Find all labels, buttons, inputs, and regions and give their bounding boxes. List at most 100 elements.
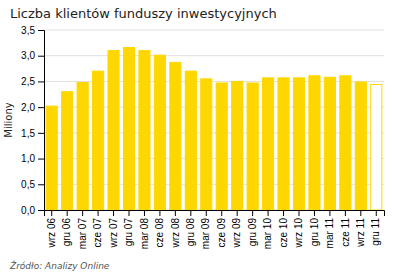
tick-label: mar 07 [77, 218, 88, 250]
tick: mar 07 [77, 210, 88, 249]
tick-mark [38, 159, 44, 160]
bar [170, 62, 181, 210]
tick-mark [345, 210, 346, 216]
chart: Liczba klientów funduszy inwestycyjnych 0… [0, 0, 394, 274]
tick-label: 1,5 [21, 128, 35, 139]
tick-label: mar 08 [139, 218, 150, 250]
tick-mark [67, 210, 68, 216]
tick-mark [38, 133, 44, 134]
tick-label: mar 10 [262, 218, 273, 250]
tick-mark [38, 210, 44, 211]
tick-label: 2,0 [21, 102, 35, 113]
tick-label: 1,0 [21, 153, 35, 164]
tick: wrz 11 [355, 210, 366, 248]
tick-label: 0,0 [21, 205, 35, 216]
bar [201, 79, 212, 210]
bar [324, 77, 335, 210]
tick: gru 11 [370, 210, 381, 246]
tick-mark [175, 210, 176, 216]
grid-line [44, 30, 384, 31]
bar [46, 106, 57, 210]
tick-mark [98, 210, 99, 216]
tick-mark [329, 210, 330, 216]
tick-label: wrz 11 [355, 218, 366, 248]
tick: 1,5 [21, 128, 44, 139]
tick: wrz 08 [170, 210, 181, 248]
tick-label: mar 11 [324, 218, 335, 249]
axis-line [45, 211, 385, 217]
tick-mark [252, 210, 253, 216]
tick-label: gru 06 [61, 218, 72, 247]
tick-mark [113, 210, 114, 216]
tick: 1,0 [21, 153, 44, 164]
tick: mar 11 [324, 210, 335, 248]
bar [278, 78, 289, 210]
tick: gru 09 [247, 210, 258, 246]
bars [46, 47, 382, 210]
tick: 3,5 [21, 25, 44, 36]
grid [44, 30, 384, 210]
tick-mark [38, 30, 44, 31]
source: Źródło: Analizy Online [9, 260, 110, 271]
bar [232, 81, 243, 210]
tick-mark [376, 210, 377, 216]
tick-mark [268, 210, 269, 216]
tick: wrz 06 [46, 210, 57, 248]
tick-mark [360, 210, 361, 216]
tick-label: 2,5 [21, 76, 35, 87]
tick-mark [206, 210, 207, 216]
tick: 0,0 [21, 205, 44, 216]
tick-mark [190, 210, 191, 216]
tick-mark [159, 210, 160, 216]
tick-label: 0,5 [21, 179, 35, 190]
y-axis: 0,0 0,5 1,0 1,5 2,0 2,5 3,0 3,5 [21, 25, 44, 216]
tick: wrz 09 [231, 210, 242, 248]
tick: wrz 10 [293, 210, 304, 248]
tick-mark [38, 107, 44, 108]
tick: 0,5 [21, 179, 44, 190]
tick-label: cze 07 [92, 218, 103, 248]
bar [293, 78, 304, 210]
tick-label: 3,0 [21, 50, 35, 61]
tick-label: gru 07 [123, 218, 134, 247]
tick-label: wrz 06 [46, 218, 57, 249]
bar [247, 83, 258, 210]
tick: gru 07 [123, 210, 134, 246]
tick-label: mar 09 [200, 218, 211, 250]
x-axis: wrz 06 gru 06 mar 07 cze 07 wrz 07 gru 07 mar … [45, 210, 385, 249]
tick: cze 10 [278, 210, 289, 247]
tick-label: cze 11 [340, 218, 351, 247]
tick-mark [314, 210, 315, 216]
tick-mark [237, 210, 238, 216]
bar [185, 71, 196, 210]
bar [263, 78, 274, 210]
tick: 3,0 [21, 50, 44, 61]
tick-mark [38, 81, 44, 82]
bar [355, 82, 366, 210]
tick-label: 3,5 [21, 25, 35, 36]
tick: cze 08 [154, 210, 165, 247]
bar [93, 71, 104, 210]
tick-label: cze 09 [216, 218, 227, 248]
tick: cze 11 [340, 210, 351, 247]
tick-label: cze 08 [154, 218, 165, 248]
tick-mark [144, 210, 145, 216]
bar [62, 92, 73, 210]
tick: mar 09 [200, 210, 211, 249]
tick-label: wrz 09 [231, 218, 242, 249]
tick-label: wrz 07 [108, 218, 119, 249]
bar [77, 82, 88, 210]
tick-label: cze 10 [278, 218, 289, 248]
tick: mar 08 [139, 210, 150, 249]
tick-mark [82, 210, 83, 216]
bar [216, 83, 227, 210]
tick-label: gru 11 [370, 218, 381, 246]
tick-mark [283, 210, 284, 216]
tick: cze 09 [216, 210, 227, 247]
tick-mark [129, 210, 130, 216]
bar [309, 76, 320, 210]
bar [154, 55, 165, 210]
title: Liczba klientów funduszy inwestycyjnych [10, 6, 277, 21]
tick: gru 08 [185, 210, 196, 246]
tick: 2,5 [21, 76, 44, 87]
